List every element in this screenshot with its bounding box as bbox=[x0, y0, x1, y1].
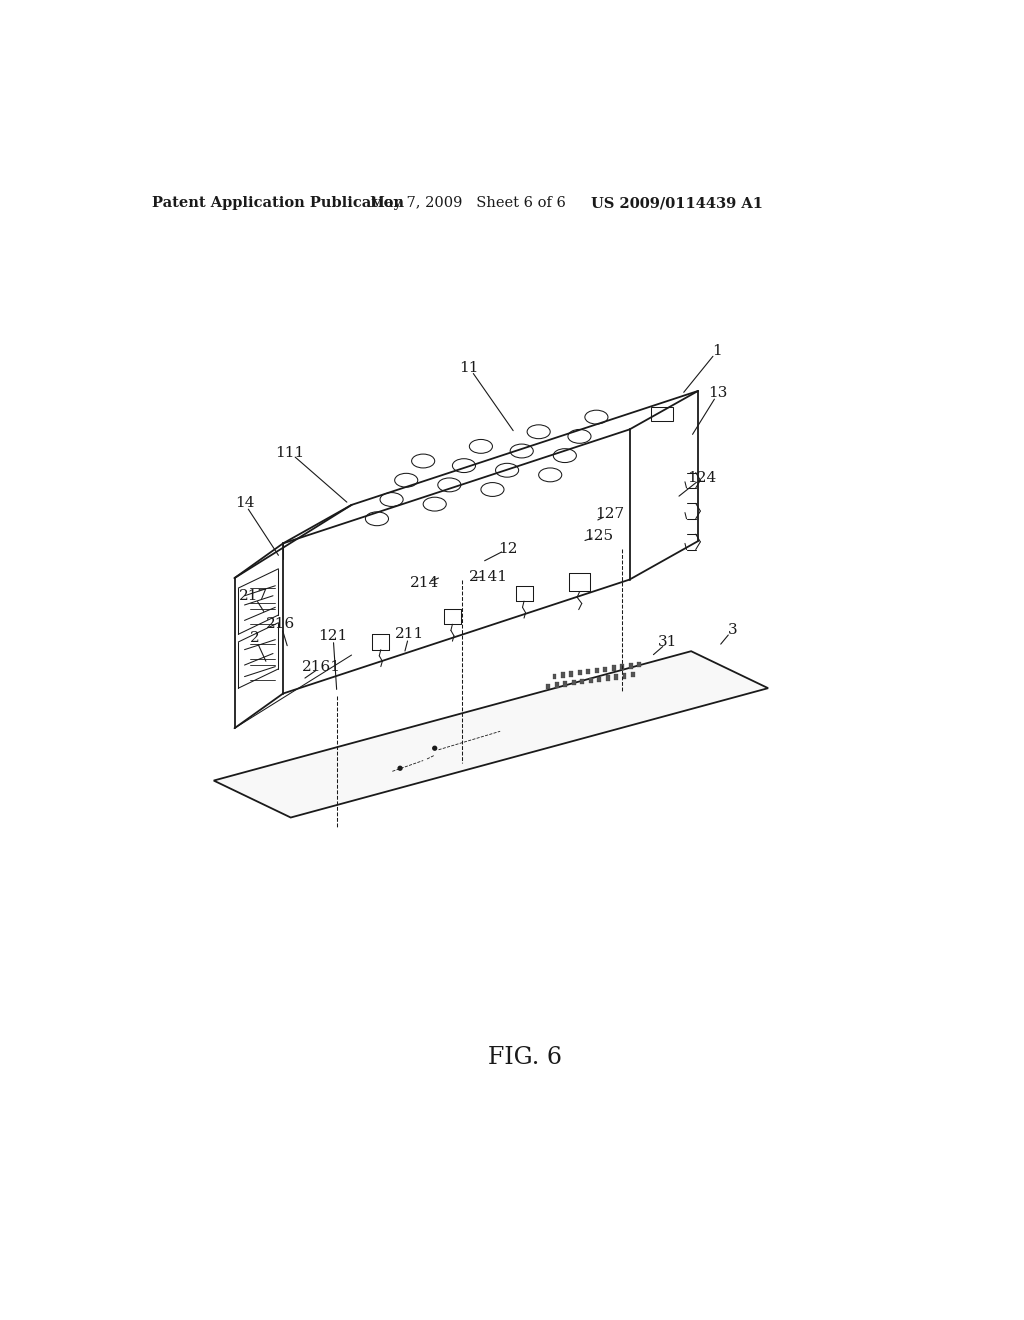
Text: 217: 217 bbox=[240, 589, 268, 603]
Polygon shape bbox=[595, 668, 599, 673]
Polygon shape bbox=[611, 665, 615, 671]
Polygon shape bbox=[581, 678, 584, 684]
Polygon shape bbox=[569, 671, 573, 677]
Text: FIG. 6: FIG. 6 bbox=[487, 1047, 562, 1069]
Polygon shape bbox=[629, 663, 633, 668]
Circle shape bbox=[433, 746, 436, 750]
Text: 125: 125 bbox=[584, 529, 613, 543]
Polygon shape bbox=[547, 684, 550, 689]
Text: 2141: 2141 bbox=[469, 569, 508, 583]
Text: 121: 121 bbox=[318, 628, 348, 643]
Polygon shape bbox=[555, 682, 559, 688]
Text: 3: 3 bbox=[728, 623, 737, 636]
Text: 14: 14 bbox=[234, 496, 254, 511]
Text: 127: 127 bbox=[595, 507, 624, 521]
Text: 13: 13 bbox=[709, 387, 728, 400]
Text: 111: 111 bbox=[275, 446, 304, 459]
Text: Patent Application Publication: Patent Application Publication bbox=[153, 197, 404, 210]
Text: 11: 11 bbox=[460, 360, 479, 375]
Text: 211: 211 bbox=[394, 627, 424, 642]
Polygon shape bbox=[623, 673, 627, 678]
Polygon shape bbox=[553, 673, 556, 678]
Text: 124: 124 bbox=[687, 471, 717, 484]
Circle shape bbox=[398, 767, 402, 770]
Polygon shape bbox=[589, 677, 593, 684]
Text: 1: 1 bbox=[713, 345, 722, 358]
Text: 214: 214 bbox=[410, 577, 439, 590]
Text: 2: 2 bbox=[251, 631, 260, 645]
Polygon shape bbox=[587, 669, 590, 675]
Text: 31: 31 bbox=[658, 635, 678, 649]
Polygon shape bbox=[637, 663, 641, 668]
Polygon shape bbox=[561, 672, 565, 677]
Polygon shape bbox=[621, 664, 625, 669]
Polygon shape bbox=[631, 672, 635, 677]
Polygon shape bbox=[603, 667, 607, 672]
Polygon shape bbox=[563, 681, 567, 686]
Polygon shape bbox=[571, 680, 575, 685]
Text: 12: 12 bbox=[498, 541, 517, 556]
Polygon shape bbox=[578, 671, 582, 676]
Polygon shape bbox=[605, 676, 609, 681]
Polygon shape bbox=[614, 675, 617, 680]
Polygon shape bbox=[597, 677, 601, 682]
Text: 216: 216 bbox=[266, 618, 295, 631]
Text: May 7, 2009   Sheet 6 of 6: May 7, 2009 Sheet 6 of 6 bbox=[370, 197, 565, 210]
Polygon shape bbox=[214, 651, 768, 817]
Text: 2161: 2161 bbox=[302, 660, 341, 673]
Text: US 2009/0114439 A1: US 2009/0114439 A1 bbox=[591, 197, 763, 210]
